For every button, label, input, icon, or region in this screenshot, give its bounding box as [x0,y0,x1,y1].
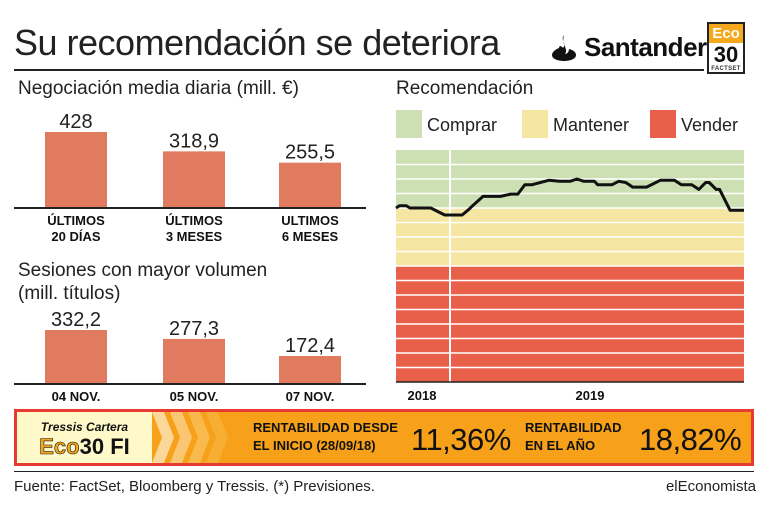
bar-value-label: 428 [59,111,92,133]
rent-ano-value: 18,82% [639,422,742,457]
bar-value-label: 332,2 [51,309,101,331]
brand-name: Santander [584,32,707,62]
header-rule [14,69,704,71]
fund-banner: Tressis Cartera Eco30 FI RENTABILIDAD DE… [14,409,754,466]
santander-logo: Santander [550,32,707,63]
bar [45,132,107,208]
rent-ano-label: RENTABILIDAD EN EL AÑO [525,419,622,455]
category-label: 04 NOV. [52,389,101,404]
rent-inicio-line2: EL INICIO (28/09/18) [253,438,376,453]
page-title: Su recomendación se deteriora [14,22,500,63]
banner-fund-box: Tressis Cartera Eco30 FI [17,412,152,463]
bar-value-label: 277,3 [169,318,219,340]
badge-eco: Eco [709,24,743,43]
legend-label: Comprar [427,115,497,135]
banner-fund-name: Eco30 FI [17,434,152,460]
rent-inicio-label: RENTABILIDAD DESDE EL INICIO (28/09/18) [253,419,398,455]
category-label: ÚLTIMOS [47,213,105,228]
legend-swatch [650,110,676,138]
chevron-arrows-icon [152,412,228,463]
chart2-subtitle: (mill. títulos) [18,283,121,304]
bar [163,338,225,384]
rent-inicio-line1: RENTABILIDAD DESDE [253,420,398,435]
badge-factset: FACTSET [711,66,741,72]
chart-sesiones: 332,2 04 NOV. 277,3 05 NOV. 172,4 07 NOV. [14,309,366,404]
rent-inicio-value: 11,36% [411,422,511,457]
publisher-name: elEconomista [665,478,756,495]
bar [45,330,107,384]
banner-label: Tressis Cartera [40,420,129,434]
bar-value-label: 318,9 [169,130,219,152]
category-label: 05 NOV. [170,389,219,404]
chart-recomendacion: Comprar Mantener Vender 2018 2019 [395,110,744,403]
x-tick-label: 2018 [408,388,437,403]
rent-ano-line2: EN EL AÑO [525,438,596,453]
bar [279,355,341,384]
banner-fund-rest: 30 FI [79,434,130,459]
banner-fund-eco: Eco [39,434,80,460]
category-label: ÚLTIMOS [165,213,223,228]
category-label: 3 MESES [166,229,223,244]
bar-value-label: 255,5 [285,142,335,164]
rent-ano-line1: RENTABILIDAD [525,420,622,435]
eco30-badge: Eco 30 FACTSET [707,22,745,74]
category-label: 6 MESES [282,229,339,244]
legend-swatch [396,110,422,138]
recommendation-line [395,177,744,217]
footer-rule [14,471,754,472]
bar [163,151,225,208]
x-tick-label: 2019 [576,388,605,403]
chart1-title: Negociación media diaria (mill. €) [18,78,299,99]
chart3-title: Recomendación [396,78,534,99]
badge-number: 30 [713,42,739,67]
category-label: ULTIMOS [281,213,339,228]
chart2-title: Sesiones con mayor volumen [18,260,268,281]
source-note: Fuente: FactSet, Bloomberg y Tressis. (*… [14,478,375,495]
legend-label: Mantener [553,115,629,135]
santander-flame-icon [552,34,576,61]
legend-label: Vender [681,115,738,135]
category-label: 20 DÍAS [51,229,100,244]
legend-swatch [522,110,548,138]
category-label: 07 NOV. [286,389,335,404]
bar-value-label: 172,4 [285,335,335,357]
bar [279,162,341,208]
